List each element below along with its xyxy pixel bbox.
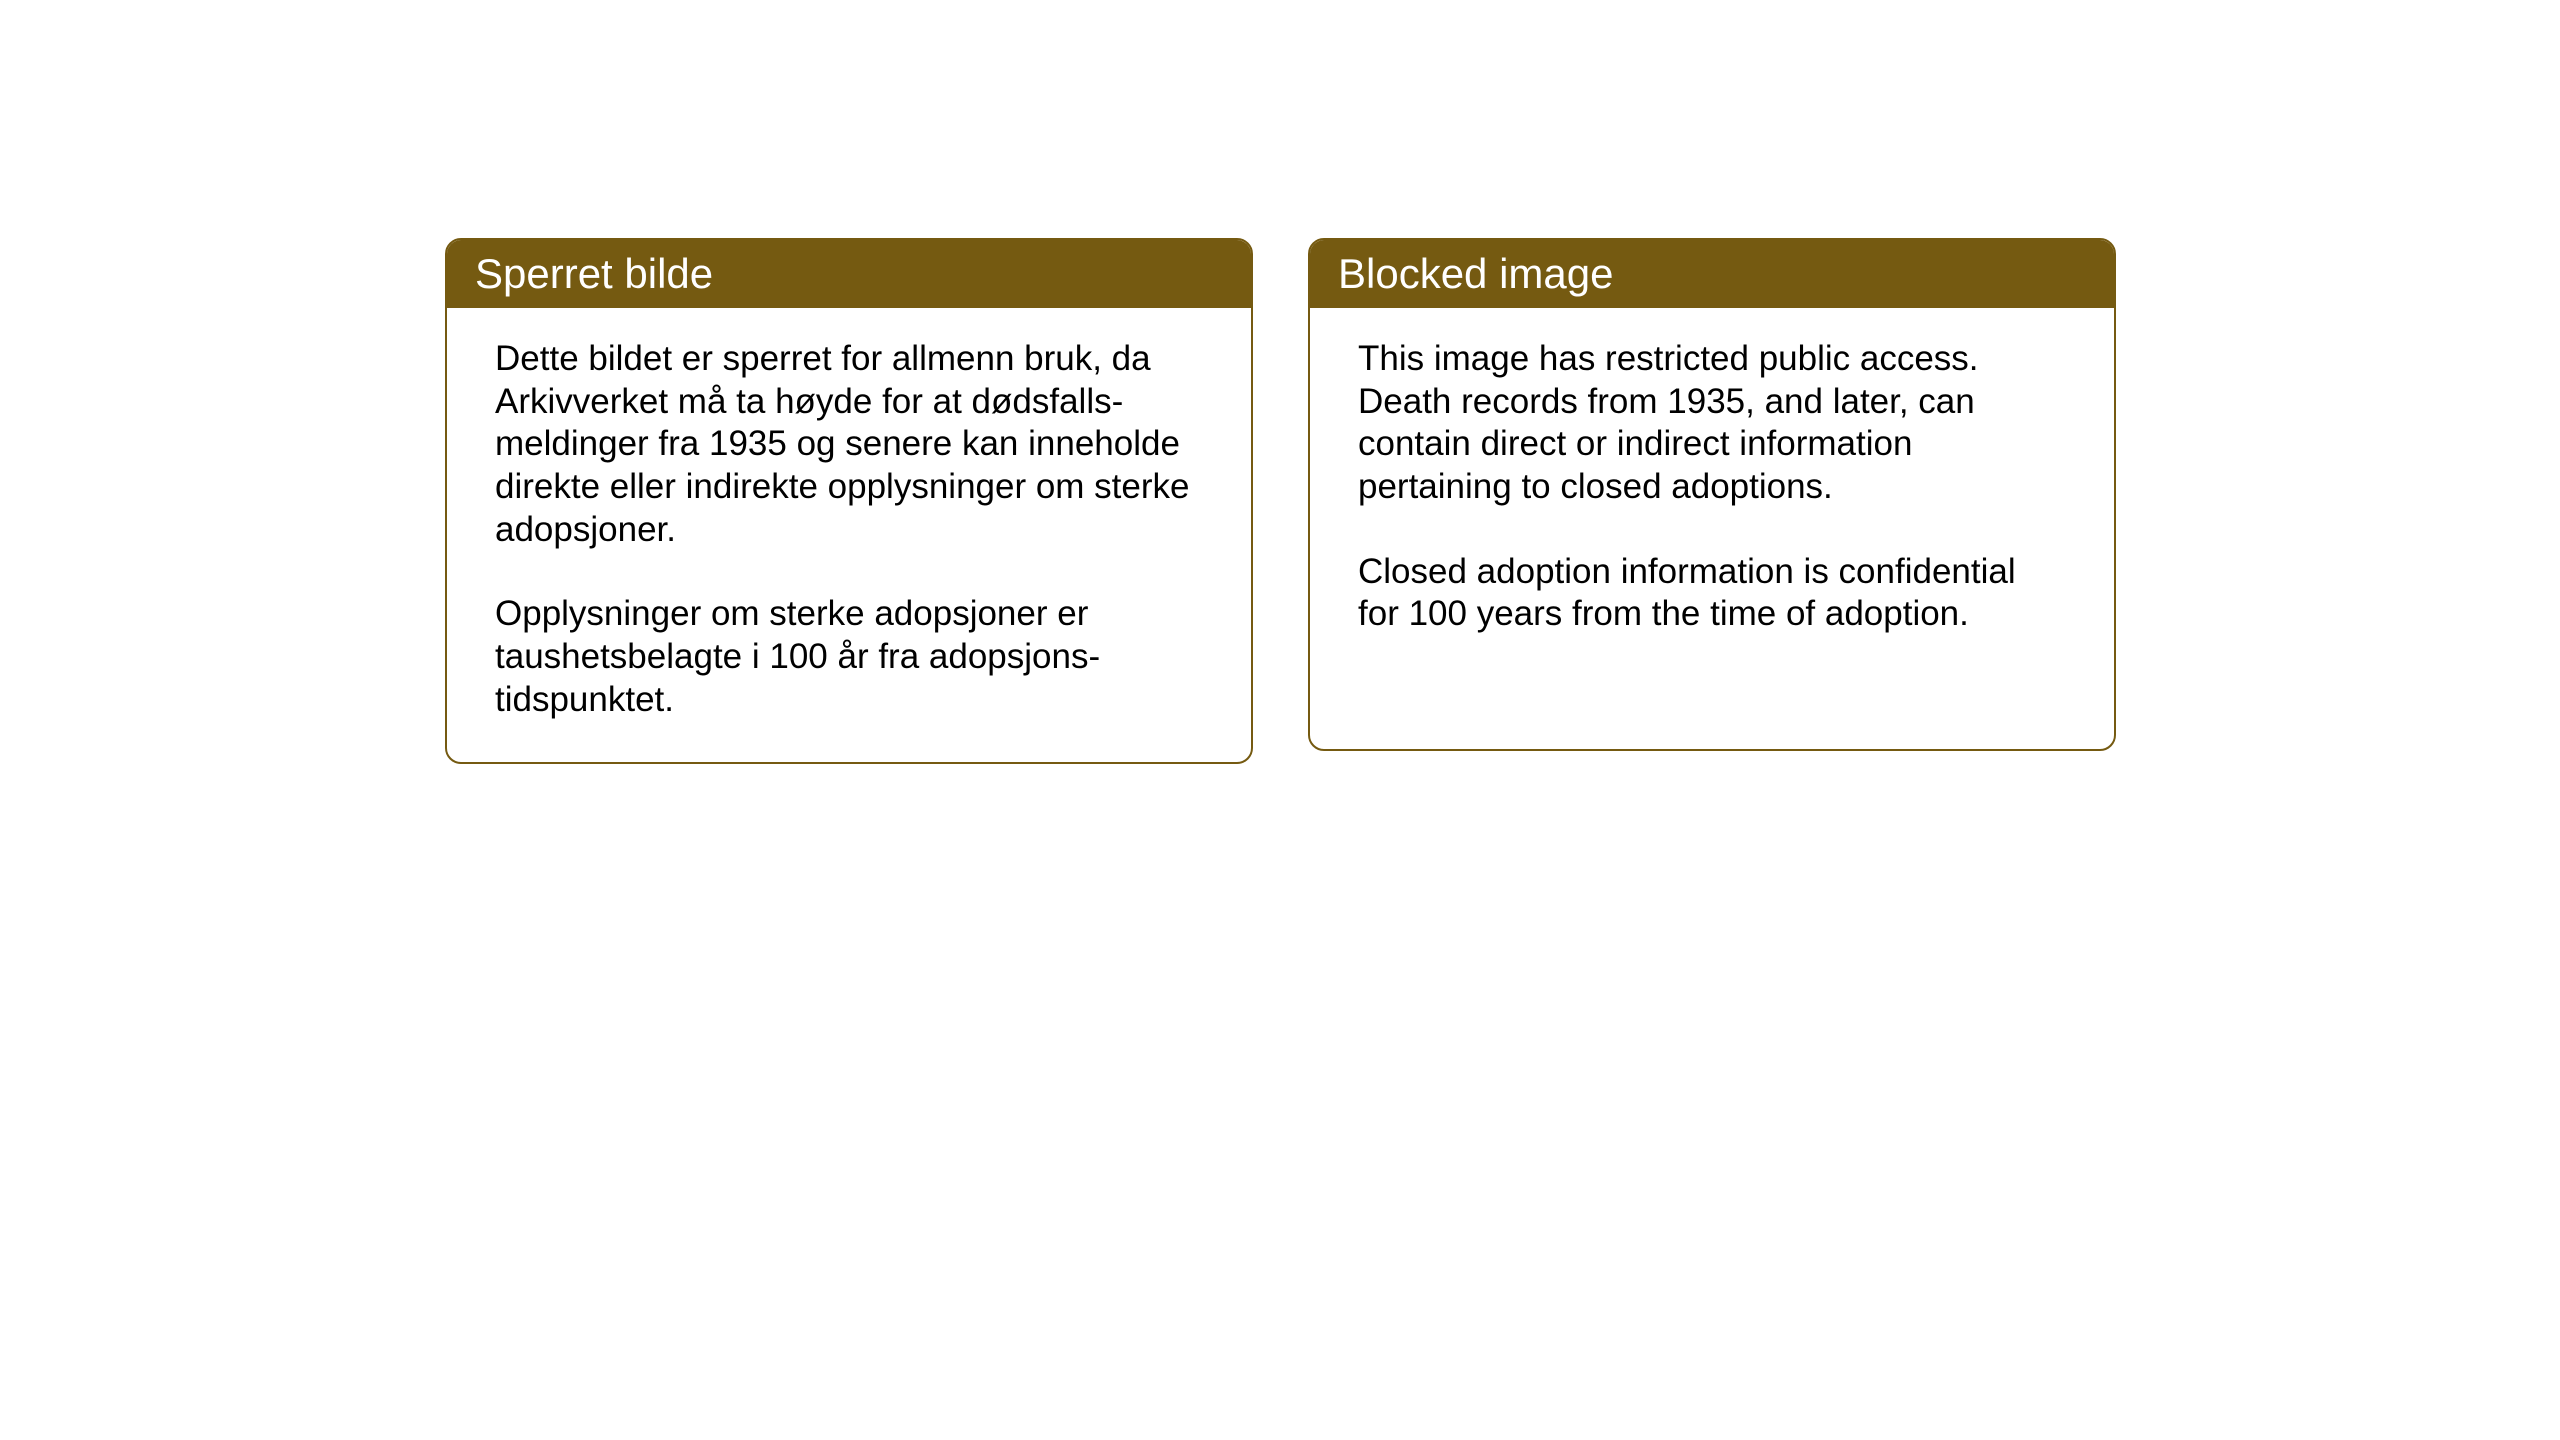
- card-header-norwegian: Sperret bilde: [447, 240, 1251, 308]
- card-body-norwegian: Dette bildet er sperret for allmenn bruk…: [447, 308, 1251, 762]
- notice-card-norwegian: Sperret bilde Dette bildet er sperret fo…: [445, 238, 1253, 764]
- notice-container: Sperret bilde Dette bildet er sperret fo…: [445, 238, 2116, 764]
- card-header-english: Blocked image: [1310, 240, 2114, 308]
- paragraph-2: Closed adoption information is confident…: [1358, 551, 2066, 636]
- paragraph-1: Dette bildet er sperret for allmenn bruk…: [495, 338, 1203, 551]
- notice-card-english: Blocked image This image has restricted …: [1308, 238, 2116, 751]
- card-title: Sperret bilde: [475, 250, 713, 297]
- paragraph-2: Opplysninger om sterke adopsjoner er tau…: [495, 593, 1203, 721]
- paragraph-1: This image has restricted public access.…: [1358, 338, 2066, 509]
- card-title: Blocked image: [1338, 250, 1613, 297]
- card-body-english: This image has restricted public access.…: [1310, 308, 2114, 676]
